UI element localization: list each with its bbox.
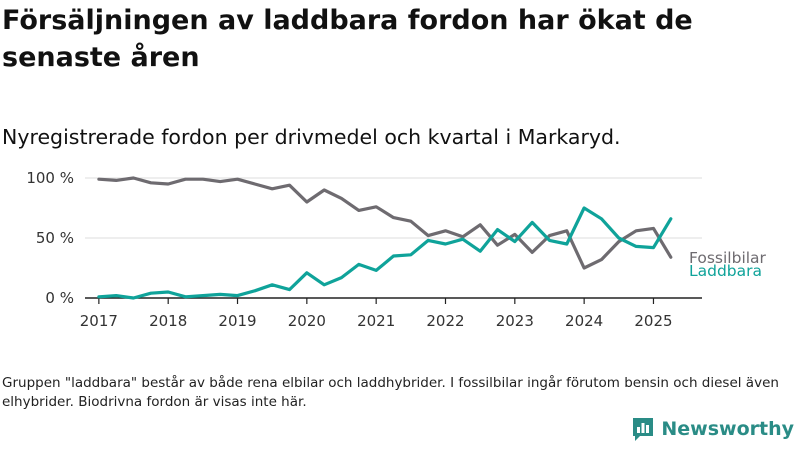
chart-subtitle: Nyregistrerade fordon per drivmedel och … — [2, 125, 621, 149]
brand-name: Newsworthy — [661, 418, 794, 440]
chart-title: Försäljningen av laddbara fordon har öka… — [2, 5, 693, 73]
footnote: Gruppen "laddbara" består av både rena e… — [2, 375, 779, 410]
y-axis: 0 % 50 % 100 % — [26, 169, 74, 307]
series-line-fossilbilar — [97, 176, 673, 270]
bar-chart-icon — [633, 418, 654, 441]
x-tick-label: 2021 — [357, 312, 395, 330]
y-tick-label: 100 % — [26, 169, 74, 187]
x-tick-label: 2025 — [634, 312, 672, 330]
x-tick-label: 2023 — [496, 312, 534, 330]
x-tick-label: 2020 — [288, 312, 326, 330]
series-lines — [97, 176, 673, 300]
series-line-laddbara — [97, 206, 673, 300]
series-label-fossilbilar: Fossilbilar — [689, 249, 767, 267]
x-tick-label: 2017 — [80, 312, 118, 330]
x-tick-label: 2024 — [565, 312, 603, 330]
y-tick-label: 0 % — [45, 289, 74, 307]
x-tick-label: 2022 — [426, 312, 464, 330]
newsworthy-logo: Newsworthy — [631, 416, 794, 442]
x-axis: 2017 2018 2019 2020 2021 2022 2023 2024 2025 — [80, 297, 702, 330]
line-chart: 0 % 50 % 100 % 2017 2018 2019 2020 2021 2022 202… — [26, 169, 767, 330]
y-tick-label: 50 % — [36, 229, 74, 247]
x-tick-label: 2019 — [218, 312, 256, 330]
x-tick-label: 2018 — [149, 312, 187, 330]
series-label-laddbara: Laddbara — [689, 262, 762, 280]
